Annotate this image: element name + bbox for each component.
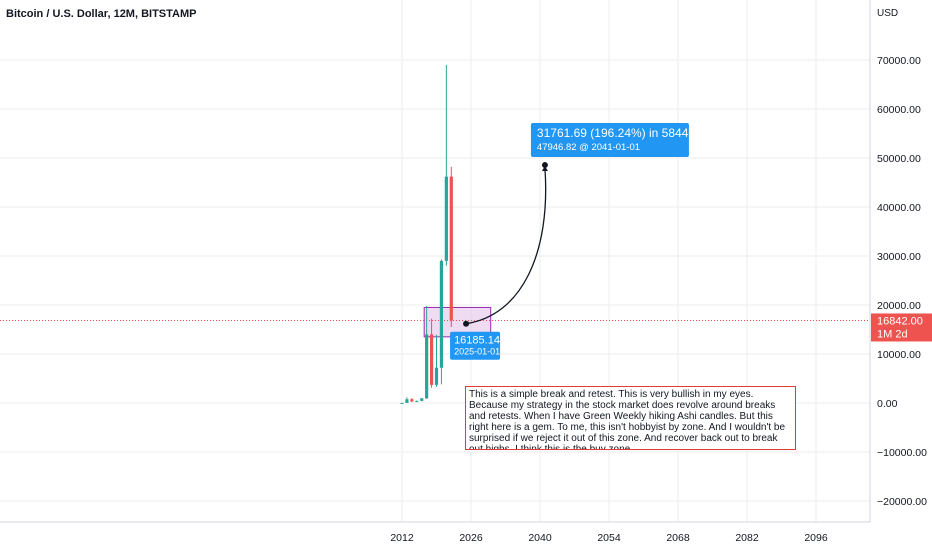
current-timeframe: 1M 2d xyxy=(877,328,908,340)
candle-body xyxy=(425,334,429,399)
price-tick-label: 20000.00 xyxy=(877,300,921,312)
time-tick-label: 2096 xyxy=(804,532,828,544)
candle-body xyxy=(444,176,448,261)
price-tick-label: −20000.00 xyxy=(877,496,927,508)
price-tick-label: 40000.00 xyxy=(877,202,921,214)
price-axis[interactable]: USD 70000.00 60000.00 50000.00 40000.00 3000… xyxy=(869,0,932,522)
price-tick-label: 50000.00 xyxy=(877,153,921,165)
price-tick-label: −10000.00 xyxy=(877,447,927,459)
projection-end-label: 31761.69 (196.24%) in 5844d 47946.82 @ 2… xyxy=(530,123,695,158)
projection-end-detail: 47946.82 @ 2041-01-01 xyxy=(537,142,640,153)
current-price-badge xyxy=(871,313,932,342)
candle-body xyxy=(429,334,434,385)
candle-body xyxy=(405,399,409,403)
time-tick-label: 2026 xyxy=(459,532,483,544)
projection-start-price: 16185.14 xyxy=(454,335,500,347)
projection-start-date: 2025-01-01 xyxy=(454,347,500,357)
price-axis-ticks: 70000.00 60000.00 50000.00 40000.00 30000.00… xyxy=(877,55,927,508)
candle-body xyxy=(434,367,439,385)
time-axis[interactable]: 2012 2026 2040 2054 2068 2082 2096 xyxy=(0,521,870,544)
candle-body xyxy=(415,400,419,402)
projection-end-headline: 31761.69 (196.24%) in 5844d xyxy=(537,126,695,140)
time-tick-label: 2012 xyxy=(390,532,414,544)
candle-body xyxy=(439,260,444,368)
candle-body xyxy=(449,176,453,321)
time-tick-label: 2082 xyxy=(735,532,759,544)
projection-start-label: 16185.14 2025-01-01 xyxy=(450,331,500,360)
price-tick-label: 10000.00 xyxy=(877,349,921,361)
projection-curve[interactable] xyxy=(465,168,547,325)
current-price-value: 16842.00 xyxy=(877,315,923,327)
time-axis-ticks: 2012 2026 2040 2054 2068 2082 2096 xyxy=(390,532,828,544)
price-tick-label: 0.00 xyxy=(877,398,898,410)
chart-title: Bitcoin / U.S. Dollar, 12M, BITSTAMP xyxy=(6,8,197,20)
projection-end-marker-icon[interactable] xyxy=(541,162,548,172)
candles xyxy=(400,64,453,404)
candle-body xyxy=(400,402,404,404)
time-tick-label: 2040 xyxy=(528,532,552,544)
projection-start-point[interactable] xyxy=(463,320,470,327)
annotation-note[interactable]: This is a simple break and retest. This … xyxy=(465,386,796,450)
price-tick-label: 30000.00 xyxy=(877,251,921,263)
price-axis-currency: USD xyxy=(877,8,898,19)
price-tick-label: 60000.00 xyxy=(877,104,921,116)
candle-body xyxy=(420,398,424,401)
time-tick-label: 2054 xyxy=(597,532,621,544)
time-tick-label: 2068 xyxy=(666,532,690,544)
price-tick-label: 70000.00 xyxy=(877,55,921,67)
candle-body xyxy=(410,399,414,402)
